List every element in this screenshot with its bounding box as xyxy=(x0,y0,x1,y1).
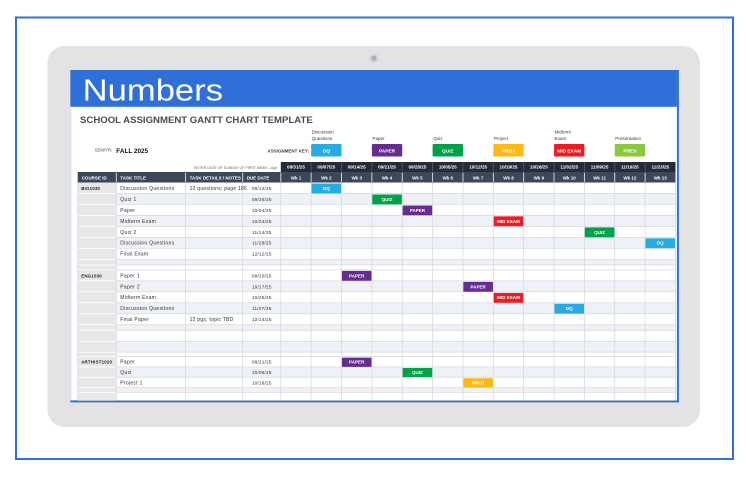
svg-text:Project: Project xyxy=(494,136,509,141)
svg-text:12 questions; page 186: 12 questions; page 186 xyxy=(190,186,248,192)
svg-text:10/19/25: 10/19/25 xyxy=(500,165,518,170)
svg-text:11/02/25: 11/02/25 xyxy=(560,165,578,170)
svg-text:Presentation: Presentation xyxy=(615,136,641,141)
svg-text:Wk 4: Wk 4 xyxy=(382,175,393,180)
svg-text:QUIZ: QUIZ xyxy=(412,370,423,375)
svg-text:QUIZ: QUIZ xyxy=(594,230,605,235)
svg-text:Wk 2: Wk 2 xyxy=(321,175,332,180)
svg-text:Paper 1: Paper 1 xyxy=(120,273,140,279)
svg-text:PAPER: PAPER xyxy=(410,208,426,213)
svg-text:ENG1030: ENG1030 xyxy=(81,273,102,278)
svg-text:Quiz: Quiz xyxy=(120,370,132,376)
svg-text:09/28/25: 09/28/25 xyxy=(408,165,426,170)
svg-text:11/07/25: 11/07/25 xyxy=(252,306,272,311)
svg-text:10/25/25: 10/25/25 xyxy=(252,295,272,300)
svg-text:Wk 13: Wk 13 xyxy=(654,175,668,180)
svg-text:Wk 3: Wk 3 xyxy=(351,175,362,180)
svg-text:10/05/25: 10/05/25 xyxy=(439,165,457,170)
svg-text:Quiz 1: Quiz 1 xyxy=(120,197,136,203)
svg-text:Paper 2: Paper 2 xyxy=(120,284,140,290)
svg-text:Wk 1: Wk 1 xyxy=(291,175,302,180)
svg-text:Wk 9: Wk 9 xyxy=(534,175,545,180)
svg-text:TASK DETAILS / NOTES: TASK DETAILS / NOTES xyxy=(190,175,241,180)
svg-text:Project 1: Project 1 xyxy=(120,380,142,386)
svg-text:12/14/25: 12/14/25 xyxy=(252,317,272,322)
svg-text:DUE DATE: DUE DATE xyxy=(247,175,270,180)
svg-text:10/17/25: 10/17/25 xyxy=(252,284,272,289)
svg-text:ASSIGNMENT KEY:: ASSIGNMENT KEY: xyxy=(267,148,309,153)
svg-text:BIO1030: BIO1030 xyxy=(81,186,100,191)
svg-text:Midterm Exam: Midterm Exam xyxy=(120,295,156,301)
svg-text:Wk 8: Wk 8 xyxy=(503,175,514,180)
svg-text:DQ: DQ xyxy=(323,148,330,154)
svg-text:PAPER: PAPER xyxy=(349,360,365,365)
svg-text:ENTER DATE OF SUNDAY OF FIRST: ENTER DATE OF SUNDAY OF FIRST WEEK --&gt… xyxy=(194,165,278,170)
svg-text:Wk 7: Wk 7 xyxy=(473,175,484,180)
svg-text:09/21/25: 09/21/25 xyxy=(252,360,272,365)
svg-text:PAPER: PAPER xyxy=(379,148,396,154)
svg-text:MID EXAM: MID EXAM xyxy=(497,219,520,224)
svg-text:10/18/25: 10/18/25 xyxy=(252,380,272,385)
svg-text:Wk 10: Wk 10 xyxy=(563,175,577,180)
svg-text:Wk 12: Wk 12 xyxy=(623,175,637,180)
svg-text:12/12/25: 12/12/25 xyxy=(252,252,272,257)
svg-text:Exam: Exam xyxy=(555,136,567,141)
svg-text:PROJ: PROJ xyxy=(472,380,485,385)
svg-text:Paper: Paper xyxy=(372,136,385,141)
svg-text:09/20/25: 09/20/25 xyxy=(252,273,272,278)
svg-text:11/09/25: 11/09/25 xyxy=(591,165,609,170)
svg-text:Midterm: Midterm xyxy=(555,130,572,135)
svg-text:11/23/25: 11/23/25 xyxy=(651,165,669,170)
svg-text:11/14/25: 11/14/25 xyxy=(252,230,272,235)
svg-text:DQ: DQ xyxy=(566,306,573,311)
svg-text:09/12/25: 09/12/25 xyxy=(252,186,272,191)
svg-text:Discussion Questions: Discussion Questions xyxy=(120,241,174,247)
svg-text:09/07/25: 09/07/25 xyxy=(317,165,335,170)
svg-text:PRES: PRES xyxy=(623,148,637,154)
svg-text:08/31/25: 08/31/25 xyxy=(287,165,305,170)
svg-text:Midterm Exam: Midterm Exam xyxy=(120,219,156,225)
svg-text:09/14/25: 09/14/25 xyxy=(348,165,366,170)
svg-text:Wk 6: Wk 6 xyxy=(443,175,454,180)
svg-text:Quiz 2: Quiz 2 xyxy=(120,230,136,236)
svg-text:TASK TITLE: TASK TITLE xyxy=(120,175,146,180)
svg-text:Questions: Questions xyxy=(312,136,333,141)
svg-text:Discussion Questions: Discussion Questions xyxy=(120,186,174,192)
svg-text:MID EXAM: MID EXAM xyxy=(557,148,581,154)
svg-text:10/26/25: 10/26/25 xyxy=(530,165,548,170)
svg-text:FALL 2025: FALL 2025 xyxy=(116,148,148,155)
svg-text:09/26/25: 09/26/25 xyxy=(252,197,272,202)
svg-text:DQ: DQ xyxy=(323,186,330,191)
svg-text:Wk 11: Wk 11 xyxy=(593,175,606,180)
svg-text:COURSE ID: COURSE ID xyxy=(82,175,108,180)
svg-text:Final Exam: Final Exam xyxy=(120,252,148,258)
svg-text:12 pgs, topic TBD: 12 pgs, topic TBD xyxy=(190,317,234,323)
svg-text:PAPER: PAPER xyxy=(470,284,486,289)
svg-text:Paper: Paper xyxy=(120,208,135,214)
svg-text:Discussion: Discussion xyxy=(312,130,335,135)
svg-text:QUIZ: QUIZ xyxy=(442,148,454,154)
svg-text:10/24/25: 10/24/25 xyxy=(252,219,272,224)
svg-text:SEM/YR:: SEM/YR: xyxy=(95,148,113,153)
svg-text:DQ: DQ xyxy=(657,241,664,246)
svg-text:Quiz: Quiz xyxy=(433,136,443,141)
svg-text:11/16/25: 11/16/25 xyxy=(621,165,639,170)
svg-text:Discussion Questions: Discussion Questions xyxy=(120,306,174,312)
svg-text:SCHOOL ASSIGNMENT GANTT CHART: SCHOOL ASSIGNMENT GANTT CHART TEMPLATE xyxy=(80,115,313,126)
svg-text:10/06/25: 10/06/25 xyxy=(252,370,272,375)
svg-text:Paper: Paper xyxy=(120,360,135,366)
svg-text:PROJ: PROJ xyxy=(502,148,515,154)
svg-text:10/04/25: 10/04/25 xyxy=(252,208,272,213)
svg-text:Numbers: Numbers xyxy=(83,73,223,108)
svg-text:PAPER: PAPER xyxy=(349,273,365,278)
svg-text:10/12/25: 10/12/25 xyxy=(469,165,487,170)
svg-text:09/21/25: 09/21/25 xyxy=(378,165,396,170)
svg-text:ARTHIST1020: ARTHIST1020 xyxy=(81,360,112,365)
svg-text:Final Paper: Final Paper xyxy=(120,317,149,323)
svg-text:11/28/25: 11/28/25 xyxy=(252,241,272,246)
svg-text:MID EXAM: MID EXAM xyxy=(497,295,520,300)
svg-text:Wk 5: Wk 5 xyxy=(412,175,423,180)
svg-text:QUIZ: QUIZ xyxy=(382,197,393,202)
